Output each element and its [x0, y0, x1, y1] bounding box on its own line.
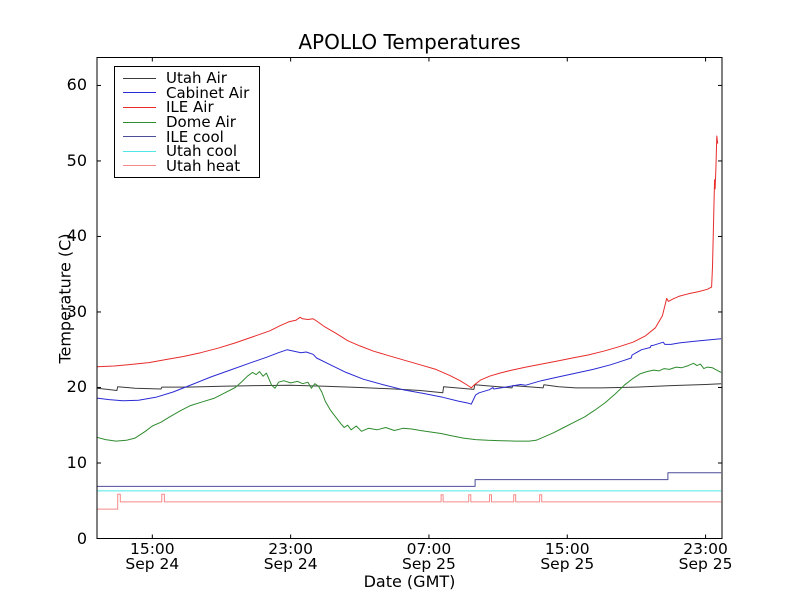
legend-swatch-ile-air: [123, 106, 156, 108]
legend-swatch-cabinet-air: [123, 92, 156, 94]
x-tick-label-2300-sep24: 23:00 Sep 24: [241, 542, 341, 571]
x-tick-label-1500-sep25: 15:00 Sep 25: [517, 542, 617, 571]
x-tick-time: 15:00: [129, 540, 175, 558]
legend-label-dome-air: Dome Air: [166, 113, 236, 132]
x-tick-time: 23:00: [683, 540, 728, 558]
series-line-utah-heat: [97, 493, 722, 510]
legend-swatch-utah-cool: [123, 150, 156, 152]
x-tick-label-1500-sep24: 15:00 Sep 24: [102, 542, 202, 571]
legend-item-cabinet-air: Cabinet Air: [123, 83, 250, 102]
legend-swatch-utah-heat: [123, 165, 156, 167]
y-tick-label-30: 30: [66, 301, 87, 321]
legend-item-utah-cool: Utah cool: [123, 142, 249, 161]
y-tick-label-0: 0: [76, 528, 87, 548]
y-tick-label-10: 10: [66, 452, 87, 472]
legend-item-utah-heat: Utah heat: [123, 156, 249, 175]
y-tick-label-20: 20: [66, 377, 87, 397]
legend-item-utah-air: Utah Air: [123, 69, 249, 88]
chart-title: APOLLO Temperatures: [298, 30, 521, 54]
legend-label-utah-heat: Utah heat: [166, 156, 241, 175]
axes-frame: [96, 57, 723, 539]
legend-label-ile-cool: ILE cool: [166, 127, 224, 146]
legend-item-ile-cool: ILE cool: [123, 127, 249, 146]
x-tick-date: Sep 24: [263, 554, 318, 573]
x-tick-time: 23:00: [268, 540, 313, 558]
x-tick-date: Sep 25: [402, 554, 456, 573]
series-line-cabinet-air: [96, 338, 722, 405]
series-line-utah-air: [96, 383, 722, 394]
x-tick-time: 15:00: [544, 540, 590, 558]
legend: Utah Air Cabinet Air ILE Air Dome Air ILE co…: [114, 66, 261, 179]
series-line-ile-air: [96, 135, 719, 389]
x-tick-date: Sep 25: [678, 554, 733, 573]
legend-swatch-dome-air: [123, 121, 156, 123]
legend-label-utah-air: Utah Air: [166, 69, 227, 88]
legend-label-cabinet-air: Cabinet Air: [166, 83, 250, 102]
x-tick-time: 07:00: [406, 540, 452, 558]
x-tick-date: Sep 24: [125, 554, 180, 573]
legend-item-dome-air: Dome Air: [123, 113, 249, 132]
series-line-ile-cool: [97, 472, 722, 487]
legend-item-ile-air: ILE Air: [123, 98, 249, 117]
legend-swatch-utah-air: [123, 77, 156, 79]
y-tick-label-40: 40: [66, 226, 87, 246]
legend-swatch-ile-cool: [123, 136, 156, 138]
legend-label-utah-cool: Utah cool: [166, 142, 238, 161]
x-tick-label-0700-sep25: 07:00 Sep 25: [379, 542, 479, 571]
y-tick-label-50: 50: [66, 150, 87, 170]
x-axis-label: Date (GMT): [363, 572, 456, 591]
y-tick-label-60: 60: [66, 75, 87, 95]
series-line-dome-air: [96, 362, 722, 442]
legend-label-ile-air: ILE Air: [166, 98, 214, 117]
x-tick-label-2300-sep25: 23:00 Sep 25: [656, 542, 756, 571]
x-tick-date: Sep 25: [540, 554, 595, 573]
